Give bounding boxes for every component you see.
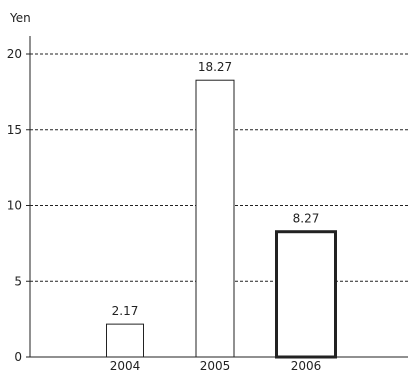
x-tick-label-2004: 2004 <box>110 359 141 371</box>
y-tick-label: 5 <box>14 274 22 288</box>
x-tick-label-2006: 2006 <box>291 359 322 371</box>
x-tick-label-2005: 2005 <box>200 359 231 371</box>
y-tick-label: 10 <box>7 199 22 213</box>
grid-lines <box>30 53 408 282</box>
x-tick-labels: 2004 2005 2006 <box>110 359 322 373</box>
value-label-2005: 18.27 <box>198 60 232 74</box>
bar-2005 <box>195 79 235 358</box>
y-tick-label: 0 <box>14 350 22 364</box>
y-tick-labels: 0 5 10 15 20 <box>7 47 22 364</box>
y-tick-label: 20 <box>7 47 22 61</box>
bar-2006 <box>275 230 337 359</box>
value-labels: 2.17 18.27 8.27 <box>112 60 320 318</box>
y-tick-label: 15 <box>7 123 22 137</box>
bars <box>106 79 337 359</box>
value-label-2004: 2.17 <box>112 304 139 318</box>
bar-2004 <box>106 323 144 358</box>
y-axis-label: Yen <box>9 11 31 25</box>
value-label-2006: 8.27 <box>293 212 320 226</box>
